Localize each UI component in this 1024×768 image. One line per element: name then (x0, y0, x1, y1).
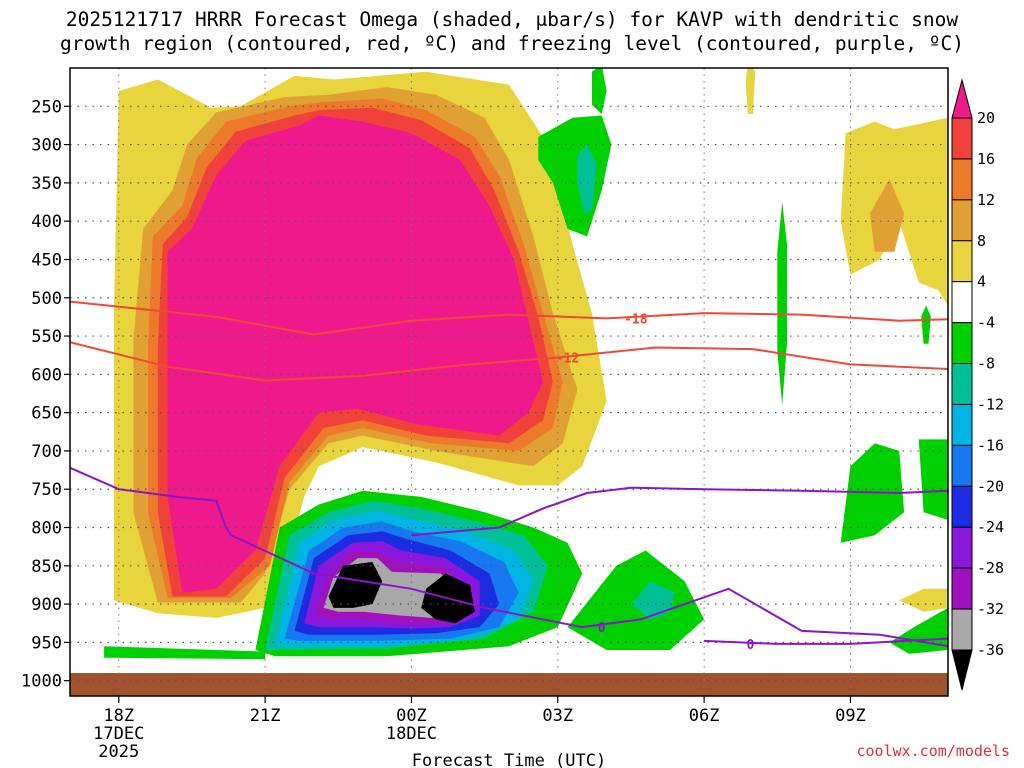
x-axis-label: Forecast Time (UTC) (412, 751, 606, 768)
dgz-contour-line-1 (70, 341, 948, 382)
y-tick-label-600: 600 (31, 365, 62, 385)
omega-region-right-gold-a (870, 179, 905, 252)
y-tick-label-900: 900 (31, 595, 62, 615)
colorbar-label--32: -32 (977, 600, 1004, 618)
freezing-contour-line-0 (70, 466, 948, 648)
y-axis: 250 300 350 400 450 500 550 600 650 700 750 800 850 9… (21, 97, 70, 692)
colorbar-swatch-11 (951, 567, 973, 610)
y-tick-label-1000: 1000 (21, 672, 62, 692)
colorbar-swatch-6 (951, 363, 973, 405)
dgz-contour-label-1: -12 (556, 351, 579, 366)
omega-region-right-green-c (918, 439, 948, 520)
colorbar-label-12: 12 (977, 191, 995, 209)
y-tick-label-950: 950 (31, 633, 62, 653)
y-tick-label-300: 300 (31, 136, 62, 156)
freezing-contour-label-0: 0 (598, 621, 606, 636)
colorbar-swatch-10 (951, 526, 973, 569)
omega-region-low-descent-gray-a (328, 562, 383, 608)
omega-region-low-yellow-right (899, 588, 948, 612)
plot-area (70, 68, 948, 696)
dgz-contour-line-0 (70, 300, 948, 336)
colorbar-bottom-arrow (951, 649, 973, 691)
y-tick-label-500: 500 (31, 289, 62, 309)
dgz-contour-label-0: -18 (624, 312, 648, 327)
contour-lines: -18 -12 0 0 (70, 300, 948, 653)
x-tick-label-18Z: 18Z (103, 706, 134, 726)
freezing-contour-line-2 (704, 637, 948, 645)
omega-region-upper-green-a (538, 115, 612, 237)
colorbar-label--36: -36 (977, 641, 1004, 659)
colorbar-swatch-9 (951, 485, 973, 528)
omega-region-low-descent-black-a (355, 564, 366, 589)
colorbar-swatch-2 (951, 199, 973, 242)
colorbar-swatch-3 (951, 240, 973, 283)
omega-region-mid-green-streak (777, 202, 787, 405)
colorbar-label-16: 16 (977, 150, 995, 168)
x-tick-date-00Z: 18DEC (386, 724, 437, 744)
x-tick-label-09Z: 09Z (835, 706, 866, 726)
colorbar-label-20: 20 (977, 109, 995, 127)
x-tick-label-06Z: 06Z (689, 706, 720, 726)
y-tick-label-550: 550 (31, 327, 62, 347)
colorbar-label--24: -24 (977, 518, 1004, 536)
omega-region-mid-green-small (921, 305, 931, 344)
colorbar-label-4: 4 (977, 273, 986, 291)
omega-region-upper-yellow-a (745, 68, 756, 114)
omega-region-upper-green-b (591, 68, 607, 114)
colorbar-swatch-4 (951, 281, 973, 324)
freezing-contour-line-1 (411, 486, 948, 537)
colorbar-label--16: -16 (977, 436, 1004, 454)
omega-region-low-green-right2 (889, 607, 948, 654)
x-tick-label-00Z: 00Z (396, 706, 427, 726)
colorbar-swatch-8 (951, 444, 973, 487)
colorbar-swatch-5 (951, 322, 973, 365)
colorbar-swatch-0 (951, 117, 973, 160)
colorbar-label--28: -28 (977, 559, 1004, 577)
colorbar-label--8: -8 (977, 355, 995, 373)
grid-lines (70, 68, 948, 696)
colorbar-label-8: 8 (977, 232, 986, 250)
y-tick-label-250: 250 (31, 97, 62, 117)
omega-region-upper-teal-a (577, 144, 597, 214)
y-tick-label-450: 450 (31, 250, 62, 270)
colorbar-top-arrow (951, 78, 973, 119)
omega-region-low-teal-right (630, 581, 675, 620)
colorbar-label--20: -20 (977, 477, 1004, 495)
colorbar-swatch-1 (951, 158, 973, 201)
y-tick-label-750: 750 (31, 480, 62, 500)
y-tick-label-800: 800 (31, 519, 62, 539)
chart-title: 2025121717 HRRR Forecast Omega (shaded, … (0, 8, 1024, 56)
colorbar-label--12: -12 (977, 395, 1004, 413)
omega-region-low-left-green (104, 646, 266, 660)
plot-frame (69, 67, 949, 697)
x-tick-label-03Z: 03Z (542, 706, 573, 726)
chart-title-line2: growth region (contoured, red, ºC) and f… (60, 32, 964, 55)
colorbar-swatch-7 (951, 403, 973, 446)
y-tick-label-350: 350 (31, 174, 62, 194)
freezing-contour-label-2: 0 (747, 638, 755, 653)
colorbar: 20 16 12 8 4 -4 -8 -12 -16 -20 -24 -28 -32 -36 (951, 78, 1004, 691)
chart-title-line1: 2025121717 HRRR Forecast Omega (shaded, … (65, 8, 959, 31)
x-tick-year-18Z: 2025 (98, 742, 139, 762)
terrain-band (70, 673, 948, 696)
footer-credit[interactable]: coolwx.com/models (856, 742, 1010, 760)
y-tick-label-700: 700 (31, 442, 62, 462)
x-tick-label-21Z: 21Z (250, 706, 281, 726)
colorbar-swatch-12 (951, 608, 973, 651)
omega-region-large-ascent-magenta (167, 115, 544, 593)
colorbar-label--4: -4 (977, 314, 995, 332)
y-tick-label-850: 850 (31, 557, 62, 577)
y-tick-label-400: 400 (31, 212, 62, 232)
x-tick-date-18Z: 17DEC (93, 724, 144, 744)
y-tick-label-650: 650 (31, 404, 62, 424)
